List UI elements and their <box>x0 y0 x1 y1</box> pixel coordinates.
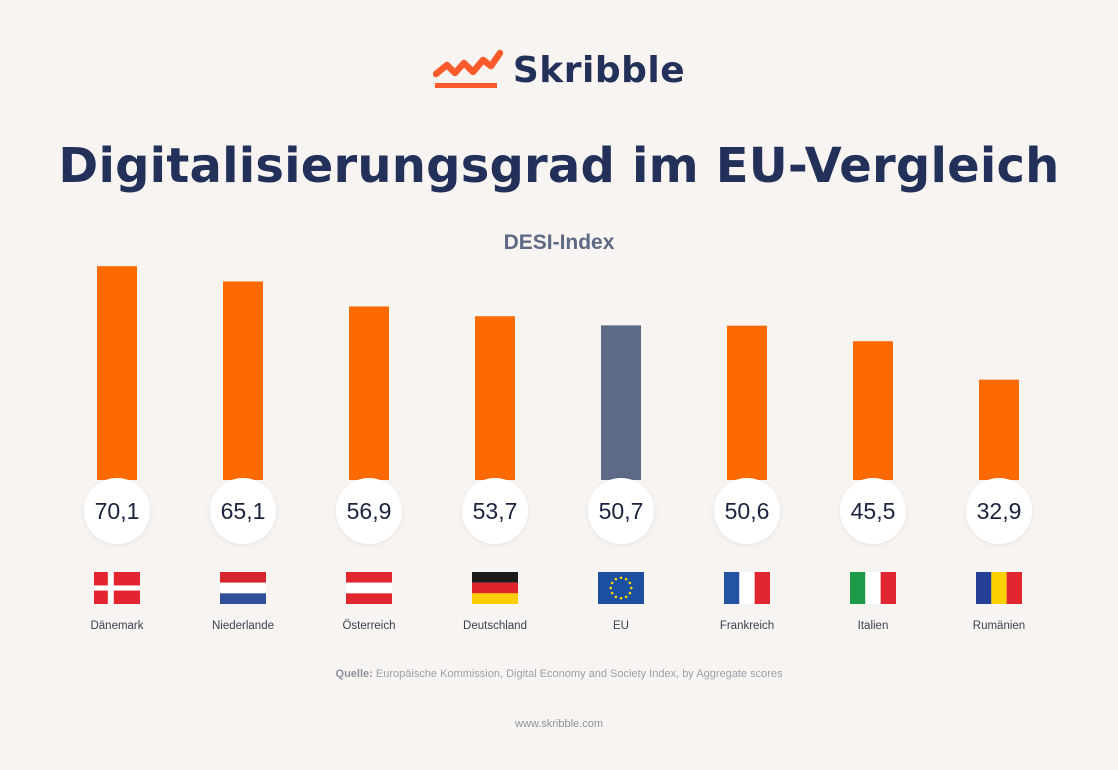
value-circle-6 <box>840 478 906 544</box>
brand-name: Skribble <box>512 49 686 91</box>
category-label-2: Österreich <box>342 620 395 632</box>
flag-austria-icon <box>346 572 392 604</box>
data-label-6: 45,5 <box>851 498 896 524</box>
bar-chart: 70,1 Dänemark 65,1 Niederlande 56,9 Österreic… <box>84 266 1032 632</box>
flag-germany-icon <box>472 572 518 604</box>
flag-france-icon <box>724 572 770 604</box>
bar-7 <box>979 379 1019 480</box>
category-label-1: Niederlande <box>212 620 274 632</box>
value-circle-3 <box>462 478 528 544</box>
chart-subtitle: DESI-Index <box>503 231 615 254</box>
bar-1 <box>223 281 263 480</box>
flag-italy-icon <box>850 572 896 604</box>
value-circle-0 <box>84 478 150 544</box>
data-label-2: 56,9 <box>347 498 392 524</box>
value-circle-2 <box>336 478 402 544</box>
source-text: Europäische Kommission, Digital Economy … <box>375 668 783 680</box>
bar-6 <box>853 341 893 480</box>
value-circle-5 <box>714 478 780 544</box>
value-circle-7 <box>966 478 1032 544</box>
skribble-signature-icon <box>432 49 503 88</box>
flag-denmark-icon <box>94 572 140 604</box>
flag-romania-icon <box>976 572 1022 604</box>
data-label-5: 50,6 <box>725 498 770 524</box>
category-label-0: Dänemark <box>90 620 143 632</box>
data-label-7: 32,9 <box>977 498 1022 524</box>
category-label-5: Frankreich <box>720 620 774 632</box>
bar-2 <box>349 306 389 480</box>
category-label-3: Deutschland <box>463 620 527 632</box>
footer-url: www.skribble.com <box>514 718 604 730</box>
category-label-7: Rumänien <box>973 620 1025 632</box>
page-title: Digitalisierungsgrad im EU-Vergleich <box>58 138 1060 194</box>
flag-eu-icon <box>598 572 644 604</box>
bar-5 <box>727 325 767 480</box>
data-label-1: 65,1 <box>221 498 266 524</box>
value-circle-4 <box>588 478 654 544</box>
brand-logo: Skribble <box>0 48 1118 92</box>
category-label-4: EU <box>613 620 629 632</box>
bar-0 <box>97 266 137 480</box>
data-label-0: 70,1 <box>95 498 140 524</box>
data-label-4: 50,7 <box>599 498 644 524</box>
bar-3 <box>475 316 515 480</box>
category-label-6: Italien <box>858 620 889 632</box>
value-circle-1 <box>210 478 276 544</box>
flag-netherlands-icon <box>220 572 266 604</box>
source-note: Quelle: Europäische Kommission, Digital … <box>0 668 1118 680</box>
source-label: Quelle: <box>335 668 373 680</box>
bar-4 <box>601 325 641 480</box>
data-label-3: 53,7 <box>473 498 518 524</box>
